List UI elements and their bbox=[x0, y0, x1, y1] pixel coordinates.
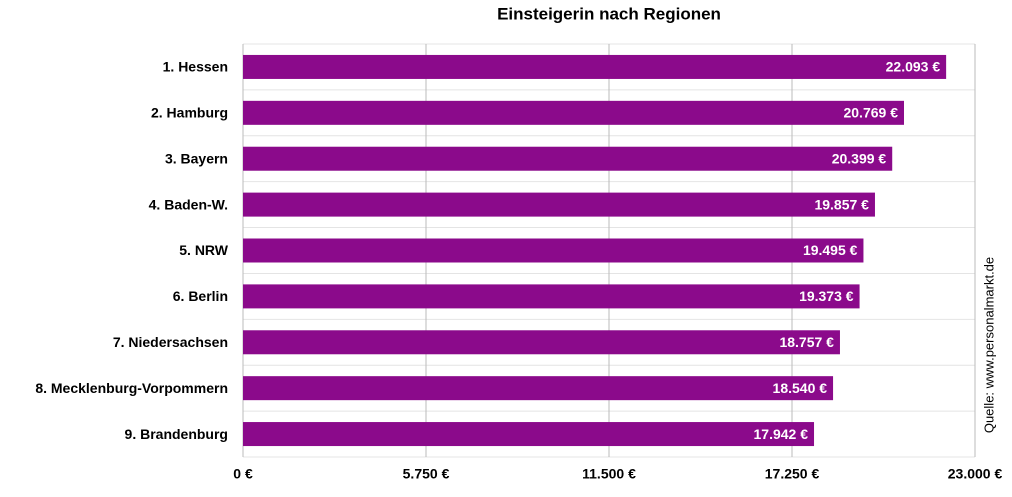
value-label: 19.495 € bbox=[803, 242, 858, 258]
value-label: 18.757 € bbox=[779, 334, 834, 350]
x-tick-label: 23.000 € bbox=[948, 466, 1003, 482]
value-label: 19.373 € bbox=[799, 288, 854, 304]
y-tick-label: 1. Hessen bbox=[163, 59, 228, 75]
y-tick-label: 3. Bayern bbox=[165, 150, 228, 166]
y-tick-label: 6. Berlin bbox=[173, 288, 228, 304]
bar bbox=[243, 284, 860, 309]
x-tick-label: 17.250 € bbox=[765, 466, 820, 482]
y-tick-label: 8. Mecklenburg-Vorpommern bbox=[35, 380, 228, 396]
source-note: Quelle: www.personalmarkt.de bbox=[981, 257, 996, 433]
bar bbox=[243, 422, 815, 447]
bar bbox=[243, 54, 947, 79]
value-label: 20.769 € bbox=[843, 105, 898, 121]
bar bbox=[243, 238, 864, 263]
y-tick-label: 2. Hamburg bbox=[151, 105, 228, 121]
bar bbox=[243, 100, 904, 125]
y-tick-label: 5. NRW bbox=[179, 242, 229, 258]
bar bbox=[243, 330, 840, 355]
bar bbox=[243, 376, 834, 401]
value-label: 20.399 € bbox=[832, 150, 887, 166]
y-tick-label: 9. Brandenburg bbox=[125, 426, 228, 442]
x-tick-label: 11.500 € bbox=[582, 466, 636, 482]
bar bbox=[243, 146, 893, 171]
bar bbox=[243, 192, 875, 217]
value-label: 17.942 € bbox=[754, 426, 809, 442]
x-tick-label: 5.750 € bbox=[403, 466, 450, 482]
chart-title: Einsteigerin nach Regionen bbox=[497, 4, 721, 23]
value-label: 19.857 € bbox=[814, 196, 869, 212]
value-label: 22.093 € bbox=[886, 59, 941, 75]
y-tick-label: 7. Niedersachsen bbox=[113, 334, 228, 350]
y-tick-label: 4. Baden-W. bbox=[149, 196, 228, 212]
x-tick-label: 0 € bbox=[233, 466, 253, 482]
value-label: 18.540 € bbox=[773, 380, 828, 396]
